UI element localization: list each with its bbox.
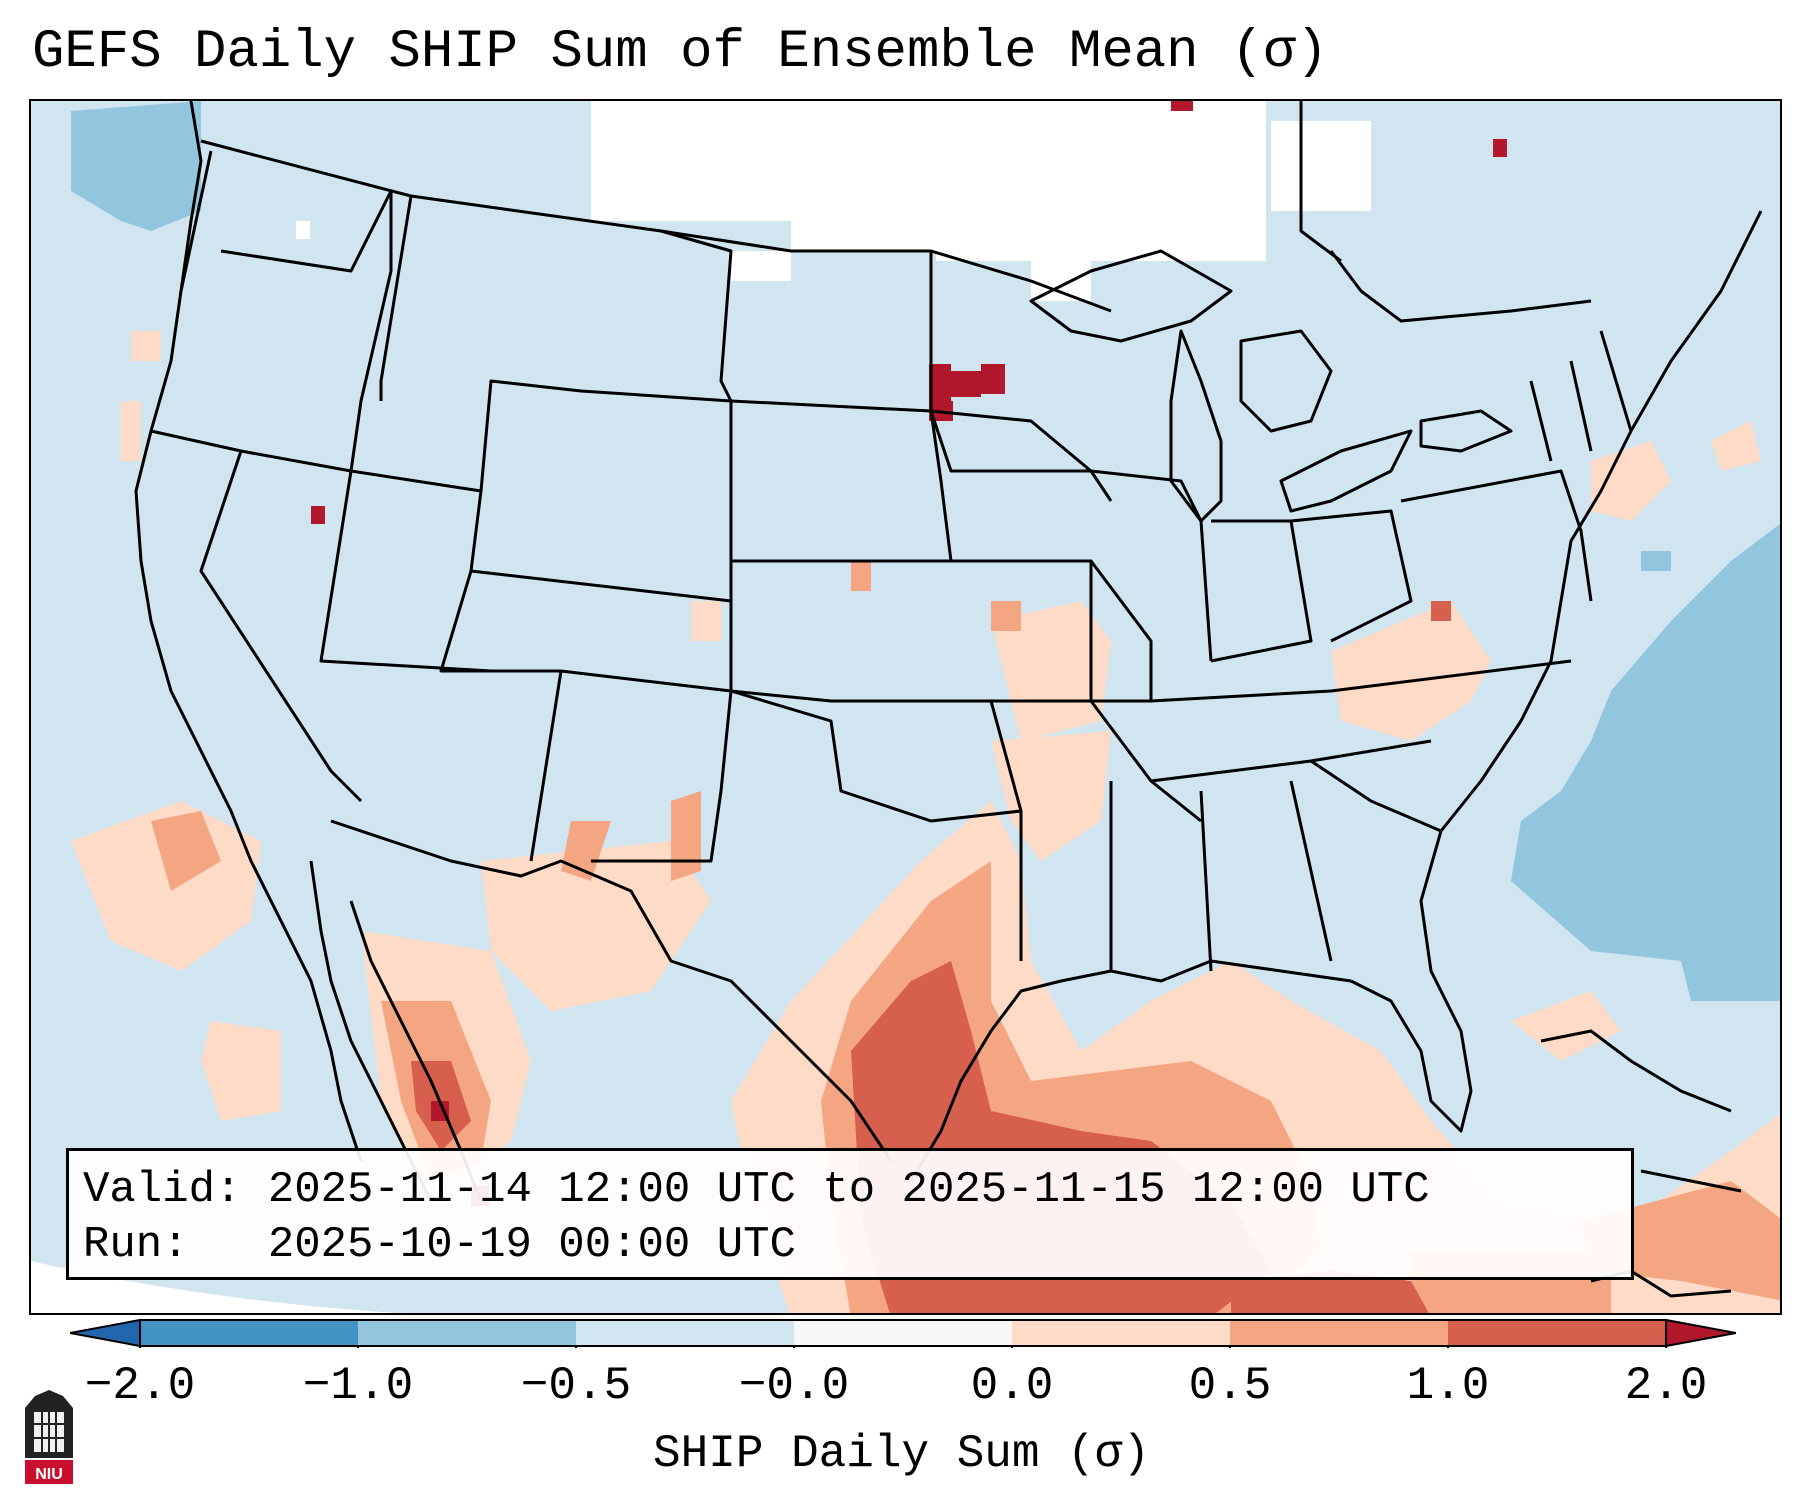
off-domain-corner xyxy=(31,1261,398,1313)
state-line xyxy=(951,559,1093,703)
map-panel xyxy=(29,99,1782,1315)
colorbar-tick-label: 2.0 xyxy=(1624,1360,1708,1412)
colorbar-bin xyxy=(1012,1320,1230,1346)
state-line xyxy=(929,251,1091,473)
state-line xyxy=(1529,380,1553,462)
state-line xyxy=(1150,659,1572,703)
valid-text: 2025-11-14 12:00 UTC to 2025-11-15 12:00… xyxy=(267,1165,1430,1215)
colorbar-label: SHIP Daily Sum (σ) xyxy=(653,1428,1150,1480)
colorbar-tick-label: −0.0 xyxy=(738,1360,850,1412)
colorbar-tick-label: −0.5 xyxy=(520,1360,632,1412)
state-line xyxy=(729,561,991,703)
state-line xyxy=(930,409,1113,502)
state-line xyxy=(179,150,213,292)
state-line xyxy=(349,191,393,472)
lake-huron-shore xyxy=(1239,329,1333,433)
lake-ontario-shore xyxy=(1419,409,1513,453)
state-line xyxy=(1400,469,1593,602)
colorbar-tick-label: −2.0 xyxy=(84,1360,196,1412)
state-line xyxy=(1310,759,1442,833)
colorbar-bin xyxy=(794,1320,1012,1346)
colorbar-tick-label: 1.0 xyxy=(1406,1360,1490,1412)
state-line xyxy=(1290,509,1413,643)
ship-map xyxy=(31,101,1780,1313)
colorbar-tick-label: −1.0 xyxy=(302,1360,414,1412)
colorbar xyxy=(70,1318,1736,1348)
niu-logo: NIU xyxy=(25,1390,73,1484)
state-line xyxy=(220,190,393,273)
lake-erie-shore xyxy=(1279,429,1413,513)
state-line xyxy=(319,470,492,673)
east-coastline xyxy=(1350,210,1763,1133)
state-line xyxy=(591,690,733,863)
near-normal-cells xyxy=(296,101,1371,301)
colorbar-extend-low xyxy=(70,1318,141,1348)
state-line xyxy=(1090,469,1213,662)
run-text: 2025-10-19 00:00 UTC xyxy=(267,1220,796,1270)
state-line xyxy=(660,229,733,402)
us-mexico-border xyxy=(330,819,893,1162)
state-line xyxy=(379,195,413,401)
state-line xyxy=(1089,560,1153,703)
below-normal-cells xyxy=(71,101,1780,1301)
state-line xyxy=(1569,360,1593,452)
valid-run-box: Valid: 2025-11-14 12:00 UTC to 2025-11-1… xyxy=(66,1148,1634,1280)
colorbar-bin xyxy=(140,1320,358,1346)
state-line xyxy=(730,689,1022,823)
lake-michigan-shore xyxy=(1169,329,1223,523)
run-label: Run: xyxy=(83,1220,189,1270)
state-line xyxy=(439,570,732,693)
map-title: GEFS Daily SHIP Sum of Ensemble Mean (σ) xyxy=(32,22,1329,83)
colorbar-bin xyxy=(1230,1320,1448,1346)
logo-text: NIU xyxy=(35,1466,63,1483)
colorbar-bin xyxy=(576,1320,794,1346)
state-line xyxy=(1329,250,1592,323)
state-line xyxy=(1599,330,1633,432)
state-line xyxy=(1199,790,1213,972)
colorbar-extend-high xyxy=(1665,1318,1736,1348)
state-line xyxy=(199,450,363,803)
colorbar-tick-label: 0.5 xyxy=(1188,1360,1272,1412)
run-row: Run: 2025-10-19 00:00 UTC xyxy=(83,1218,1617,1273)
colorbar-tick-labels: −2.0 −1.0 −0.5 −0.0 0.0 0.5 1.0 2.0 xyxy=(0,1360,1803,1420)
gulf-coastline xyxy=(909,959,1352,1182)
state-line xyxy=(529,670,563,862)
valid-row: Valid: 2025-11-14 12:00 UTC to 2025-11-1… xyxy=(83,1163,1617,1218)
valid-label: Valid: xyxy=(83,1165,242,1215)
state-line xyxy=(469,481,733,603)
state-line xyxy=(1210,519,1313,663)
state-line xyxy=(150,429,482,493)
lake-superior-shore xyxy=(1029,249,1233,343)
colorbar-frame xyxy=(139,1319,1667,1347)
colorbar-bin xyxy=(1448,1320,1666,1346)
state-line xyxy=(1289,780,1333,962)
colorbar-tick-label: 0.0 xyxy=(970,1360,1054,1412)
colorbar-bin xyxy=(358,1320,576,1346)
state-line xyxy=(479,379,733,492)
state-line xyxy=(1299,101,1342,263)
boundaries xyxy=(134,101,1763,1202)
state-line xyxy=(989,700,1023,961)
